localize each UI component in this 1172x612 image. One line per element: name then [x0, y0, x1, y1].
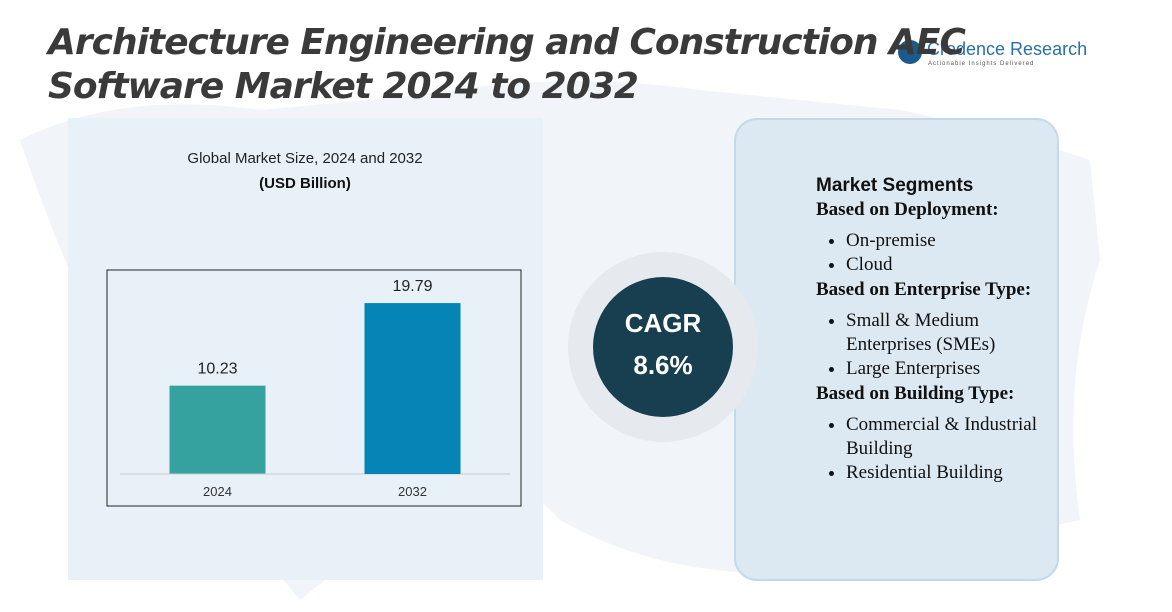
x-tick-label: 2024: [203, 484, 232, 499]
segment-list: Small & Medium Enterprises (SMEs)Large E…: [816, 309, 1051, 381]
x-tick-label: 2032: [398, 484, 427, 499]
segment-item: Small & Medium Enterprises (SMEs): [846, 309, 1051, 357]
bar: [364, 303, 461, 474]
title: Software Market 2024 to 2032: [48, 66, 639, 107]
segment-list: On-premiseCloud: [816, 229, 1051, 277]
bar: [169, 385, 266, 474]
segment-heading: Based on Enterprise Type:: [816, 279, 1032, 300]
logo-name: Credence Research: [927, 39, 1087, 59]
segments: Market Segments Based on Deployment: On-p…: [816, 175, 1051, 485]
cagr-value: 8.6%: [633, 350, 692, 380]
segment-item: Cloud: [846, 253, 1051, 277]
chart-title: Global Market Size, 2024 and 2032: [187, 150, 422, 167]
segment-item: Large Enterprises: [846, 357, 1051, 381]
chart-subtitle: (USD Billion): [259, 175, 351, 192]
segment-heading: Based on Building Type:: [816, 383, 1015, 404]
logo-icon: [898, 40, 922, 64]
plot: 2024 10.23 2032 19.79: [120, 278, 510, 499]
title: Architecture Engineering and Constructio…: [48, 22, 966, 63]
segment-item: On-premise: [846, 229, 1051, 253]
segment-item: Commercial & Industrial Building: [846, 413, 1051, 461]
value-label: 10.23: [197, 361, 237, 378]
value-label: 19.79: [392, 278, 432, 295]
plot-frame: [106, 269, 522, 507]
segments-title: Market Segments: [816, 175, 974, 196]
segment-list: Commercial & Industrial BuildingResident…: [816, 413, 1051, 485]
cagr-circle: [593, 277, 733, 417]
segment-item: Residential Building: [846, 461, 1051, 485]
chart-panel: [68, 118, 543, 580]
logo-tagline: Actionable Insights Delivered: [928, 61, 1034, 67]
cagr-label: CAGR: [625, 308, 702, 338]
segment-heading: Based on Deployment:: [816, 199, 999, 220]
